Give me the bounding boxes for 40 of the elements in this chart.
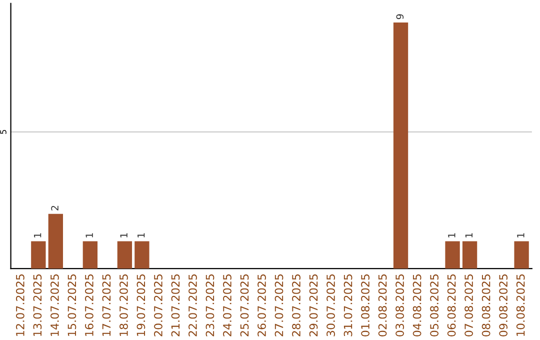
x-tick-label: 07.08.2025 bbox=[464, 274, 474, 336]
data-label: 1 bbox=[138, 233, 145, 238]
x-tick-label: 08.08.2025 bbox=[482, 274, 490, 336]
data-label: 1 bbox=[34, 233, 42, 238]
x-tick-label: 28.07.2025 bbox=[292, 274, 300, 336]
x-tick-label: 15.07.2025 bbox=[68, 274, 76, 336]
x-tick-label: 23.07.2025 bbox=[206, 274, 214, 336]
data-label: 1 bbox=[448, 233, 456, 238]
x-tick-label: 01.08.2025 bbox=[361, 274, 370, 336]
x-tick-label: 02.08.2025 bbox=[378, 274, 387, 336]
x-tick-label: 09.08.2025 bbox=[499, 274, 508, 336]
x-tick-label: 30.07.2025 bbox=[326, 274, 335, 336]
x-tick-label: 14.07.2025 bbox=[50, 274, 59, 336]
data-label: 1 bbox=[465, 233, 472, 238]
x-tick-label: 17.07.2025 bbox=[102, 274, 111, 336]
data-label: 2 bbox=[51, 206, 58, 210]
x-tick-label: 13.07.2025 bbox=[33, 274, 42, 336]
data-label: 9 bbox=[396, 14, 404, 20]
x-tick-label: 24.07.2025 bbox=[223, 274, 232, 336]
x-tick-label: 06.08.2025 bbox=[447, 274, 456, 336]
data-label: 1 bbox=[120, 233, 128, 238]
x-tick-label: 16.07.2025 bbox=[84, 274, 94, 336]
x-tick-label: 31.07.2025 bbox=[344, 274, 352, 336]
x-tick-label: 03.08.2025 bbox=[396, 274, 404, 336]
data-label: 1 bbox=[517, 233, 524, 238]
x-tick-label: 12.07.2025 bbox=[16, 274, 24, 336]
x-tick-label: 26.07.2025 bbox=[258, 274, 266, 336]
x-tick-label: 19.07.2025 bbox=[136, 274, 146, 336]
x-tick-label: 10.08.2025 bbox=[516, 274, 525, 336]
x-tick-label: 25.07.2025 bbox=[240, 274, 249, 336]
y-tick-label: 5 bbox=[0, 130, 6, 134]
x-tick-label: 04.08.2025 bbox=[412, 274, 422, 336]
data-label: 1 bbox=[86, 233, 93, 238]
x-tick-label: 05.08.2025 bbox=[430, 274, 438, 336]
x-tick-label: 20.07.2025 bbox=[154, 274, 162, 336]
x-tick-label: 18.07.2025 bbox=[120, 274, 128, 336]
x-tick-label: 22.07.2025 bbox=[188, 274, 197, 336]
x-tick-label: 27.07.2025 bbox=[274, 274, 284, 336]
x-tick-label: 29.07.2025 bbox=[309, 274, 318, 336]
x-tick-label: 21.07.2025 bbox=[171, 274, 180, 336]
